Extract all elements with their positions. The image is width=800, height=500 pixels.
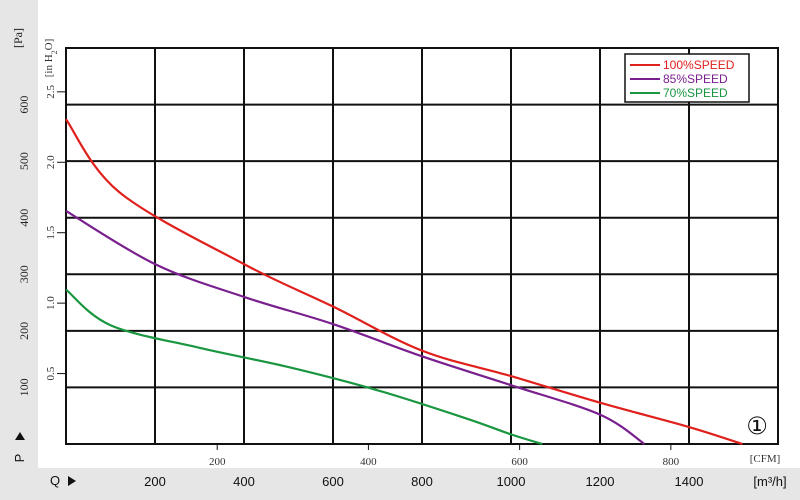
y-axis-unit-inh2o: [in H2O] (43, 39, 59, 78)
y-tick-label-inh2o: 2.5 (45, 84, 57, 98)
x-tick-label-cfm: 800 (663, 456, 680, 468)
y-axis-unit-pa: [Pa] (11, 28, 25, 48)
x-axis-letter: Q (50, 473, 60, 488)
x-tick-label-cfm: 400 (360, 456, 377, 468)
y-tick-label-pa: 200 (17, 322, 31, 340)
x-tick-label-m3h: 800 (411, 474, 433, 489)
series-lines (65, 118, 743, 446)
bottom-band (0, 468, 800, 500)
plot-frame (65, 47, 779, 445)
y-tick-label-inh2o: 0.5 (45, 366, 57, 380)
legend-label: 100%SPEED (663, 58, 735, 72)
x-axis-unit-m3h: [m³/h] (753, 474, 786, 489)
curve-number-badge: ① (744, 412, 770, 440)
axes: P [Pa] [in H2O] Q [m³/h] [CFM] 100 200 300… (11, 28, 787, 489)
x-tick-label-cfm: 600 (511, 456, 528, 468)
y-tick-label-inh2o: 1.0 (45, 296, 57, 310)
x-tick-label-cfm: 200 (209, 456, 226, 468)
y-tick-label-pa: 600 (17, 96, 31, 114)
curve-number-text: ① (746, 412, 768, 440)
legend-label: 70%SPEED (663, 86, 728, 100)
x-tick-label-m3h: 1400 (675, 474, 704, 489)
curve-number-circle (744, 412, 770, 438)
y-tick-label-pa: 300 (17, 265, 31, 283)
y-tick-label-inh2o: 1.5 (45, 225, 57, 239)
y-axis-arrow-icon (15, 432, 25, 440)
x-tick-label-m3h: 400 (233, 474, 255, 489)
y-tick-label-inh2o: 2.0 (45, 155, 57, 169)
series-line-2 (65, 209, 646, 445)
y-tick-label-pa: 500 (17, 152, 31, 170)
grid (65, 47, 779, 445)
legend-label: 85%SPEED (663, 72, 728, 86)
x-tick-label-m3h: 200 (144, 474, 166, 489)
y-axis-letter: P (12, 454, 27, 463)
left-band (0, 0, 38, 500)
series-line-3 (65, 288, 543, 446)
y-tick-label-pa: 100 (17, 378, 31, 396)
y-tick-label-pa: 400 (17, 209, 31, 227)
x-axis-unit-cfm: [CFM] (750, 453, 781, 465)
x-tick-label-m3h: 600 (322, 474, 344, 489)
x-axis-arrow-icon (68, 476, 76, 486)
x-tick-label-m3h: 1000 (497, 474, 526, 489)
x-tick-label-m3h: 1200 (586, 474, 615, 489)
series-line-1 (65, 118, 743, 446)
